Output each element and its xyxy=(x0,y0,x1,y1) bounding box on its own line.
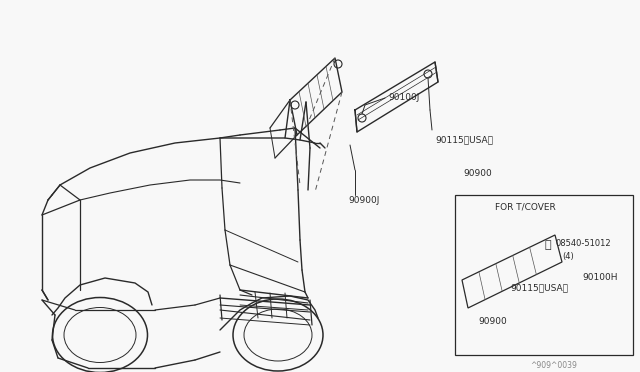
Text: 90900: 90900 xyxy=(478,317,507,327)
Text: 90115〈USA〉: 90115〈USA〉 xyxy=(435,135,493,144)
Text: (4): (4) xyxy=(562,251,573,260)
Text: 90115〈USA〉: 90115〈USA〉 xyxy=(510,283,568,292)
Text: FOR T/COVER: FOR T/COVER xyxy=(495,202,556,212)
Text: 90900J: 90900J xyxy=(348,196,380,205)
Text: 08540-51012: 08540-51012 xyxy=(556,238,612,247)
Text: 90100J: 90100J xyxy=(388,93,419,102)
Text: 90100H: 90100H xyxy=(582,273,618,282)
Text: 90900: 90900 xyxy=(463,169,492,177)
Text: Ⓢ: Ⓢ xyxy=(545,240,551,250)
Text: ^909^0039: ^909^0039 xyxy=(530,360,577,369)
Bar xyxy=(455,195,633,355)
